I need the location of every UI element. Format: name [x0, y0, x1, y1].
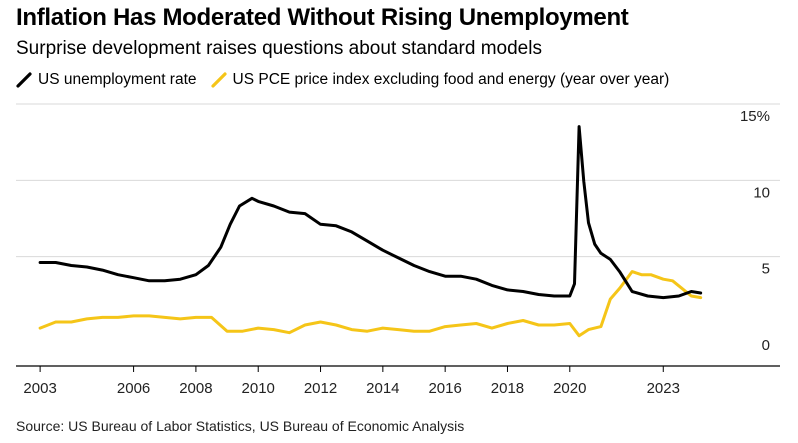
chart-subtitle: Surprise development raises questions ab…	[16, 38, 542, 59]
y-tick-label: 10	[753, 184, 770, 201]
y-tick-label: 15%	[740, 108, 770, 125]
x-tick-label: 2008	[179, 380, 212, 397]
x-tick-label: 2020	[553, 380, 586, 397]
series-line-unemployment	[38, 125, 703, 300]
source-note: Source: US Bureau of Labor Statistics, U…	[16, 418, 465, 434]
x-tick-label: 2010	[242, 380, 275, 397]
x-tick-label: 2016	[428, 380, 461, 397]
x-tick-label: 2014	[366, 380, 399, 397]
y-tick-label: 5	[762, 261, 770, 278]
x-tick-label: 2006	[117, 380, 150, 397]
legend-swatch-pce	[210, 72, 227, 88]
series-line-pce	[38, 270, 703, 338]
legend: US unemployment rate US PCE price index …	[16, 68, 683, 92]
legend-label-unemployment: US unemployment rate	[38, 71, 197, 88]
legend-label-pce: US PCE price index excluding food and en…	[232, 71, 670, 88]
legend-item-unemployment: US unemployment rate	[16, 71, 197, 89]
x-tick-label: 2018	[491, 380, 524, 397]
y-tick-label: 0	[762, 337, 770, 354]
x-tick-label: 2023	[647, 380, 680, 397]
legend-item-pce: US PCE price index excluding food and en…	[210, 71, 670, 89]
chart-title: Inflation Has Moderated Without Rising U…	[16, 4, 629, 31]
legend-swatch-unemployment	[16, 72, 32, 88]
x-tick-label: 2012	[304, 380, 337, 397]
x-tick-label: 2003	[23, 380, 56, 397]
